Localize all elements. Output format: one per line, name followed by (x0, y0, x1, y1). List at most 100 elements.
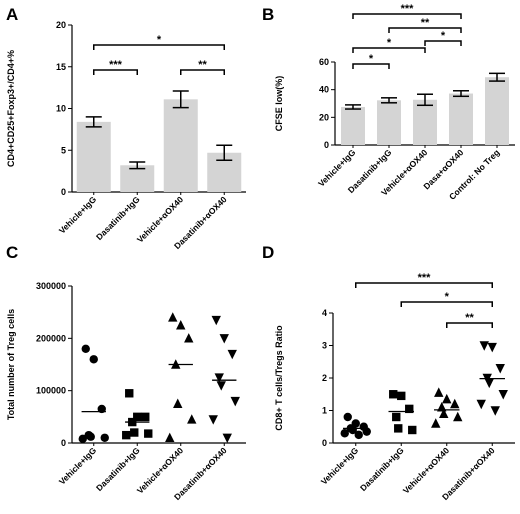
data-point (442, 393, 452, 404)
panel-label-d: D (262, 243, 274, 262)
data-point (81, 344, 90, 353)
bar (341, 106, 365, 145)
y-axis-label: Total number of Treg cells (6, 309, 16, 420)
data-point (211, 315, 221, 326)
significance-bracket-label: *** (401, 3, 415, 15)
significance-bracket-label: * (369, 53, 374, 65)
y-tick-label: 20 (319, 112, 329, 122)
significance-bracket (93, 44, 225, 50)
data-point (133, 412, 142, 422)
x-tick-label: Vehicle+IgG (57, 445, 99, 487)
significance-bracket-label: * (441, 30, 446, 42)
data-point (173, 398, 183, 408)
data-point (439, 408, 449, 418)
bar (449, 93, 473, 145)
significance-bracket-label: ** (198, 59, 207, 71)
x-tick-label: Vehicle+IgG (57, 194, 99, 236)
data-point (498, 390, 508, 400)
data-point (495, 364, 505, 374)
significance-bracket (352, 63, 390, 69)
y-tick-label: 100000 (36, 386, 66, 396)
y-tick-label: 60 (319, 57, 329, 67)
bar (76, 121, 111, 192)
data-point (100, 433, 109, 442)
data-point (208, 415, 218, 425)
significance-bracket-label: * (445, 291, 450, 303)
bar (163, 99, 198, 192)
data-point (125, 389, 134, 398)
y-tick-label: 200000 (36, 333, 66, 343)
y-tick-label: 4 (322, 308, 327, 318)
data-point (219, 334, 229, 344)
data-point (187, 414, 197, 424)
x-tick-label: Dasatinib+IgG (94, 445, 142, 493)
bar (485, 77, 509, 145)
data-point (394, 424, 403, 433)
significance-bracket (400, 301, 493, 307)
data-point (476, 399, 486, 410)
y-tick-label: 0 (322, 438, 327, 448)
y-tick-label: 3 (322, 341, 327, 351)
panel-label-b: B (262, 5, 274, 24)
panel-label-a: A (6, 5, 18, 24)
significance-bracket-label: *** (418, 272, 432, 284)
data-point (144, 429, 153, 438)
data-point (490, 406, 500, 416)
bar (413, 99, 437, 145)
significance-bracket (424, 40, 462, 46)
data-point (450, 398, 460, 409)
data-point (405, 404, 414, 414)
y-tick-label: 15 (56, 62, 66, 72)
data-point (168, 312, 178, 322)
significance-bracket-label: ** (465, 312, 474, 324)
data-point (392, 412, 401, 422)
data-point (437, 402, 447, 412)
significance-bracket (388, 27, 462, 33)
data-point (141, 412, 150, 422)
y-tick-label: 0 (61, 187, 66, 197)
y-axis-label: CFSE low(%) (274, 76, 284, 132)
data-point (227, 349, 237, 360)
data-point (122, 430, 131, 440)
data-point (479, 341, 489, 351)
data-point (222, 433, 232, 443)
y-axis-label: CD8+ T cells/Tregs Ratio (274, 325, 284, 431)
y-tick-label: 20 (56, 20, 66, 30)
y-tick-label: 300000 (36, 281, 66, 291)
x-tick-label: Vehicle+IgG (319, 445, 361, 487)
data-point (230, 396, 240, 407)
data-point (484, 378, 494, 389)
bar (120, 165, 155, 192)
panel-d: D CD8+ T cells/Tregs Ratio 0 1 2 3 4 Vehicle+Ig… (262, 243, 515, 502)
significance-bracket (446, 322, 493, 328)
y-tick-label: 2 (322, 373, 327, 383)
y-tick-label: 0 (324, 140, 329, 150)
y-tick-label: 40 (319, 85, 329, 95)
panel-label-c: C (6, 243, 18, 262)
y-tick-label: 0 (61, 438, 66, 448)
x-tick-label: Dasatinib+IgG (358, 445, 406, 493)
data-point (362, 427, 371, 436)
y-tick-label: 5 (61, 145, 66, 155)
significance-bracket-label: * (387, 37, 392, 49)
bar (377, 100, 401, 145)
y-axis-label: CD4+CD25+Foxp3+/CD4+% (6, 50, 16, 167)
data-point (340, 429, 349, 438)
data-point (184, 333, 194, 343)
data-point (397, 391, 406, 401)
y-tick-label: 10 (56, 104, 66, 114)
data-point (89, 355, 98, 364)
significance-bracket (355, 282, 493, 288)
data-point (214, 373, 224, 383)
significance-bracket (93, 69, 138, 75)
data-point (78, 434, 87, 444)
data-point (431, 418, 441, 428)
data-point (130, 428, 139, 437)
data-point (86, 432, 95, 441)
significance-bracket-label: * (157, 34, 162, 46)
data-point (453, 411, 463, 422)
significance-bracket-label: ** (421, 17, 430, 29)
x-tick-label: Vehicle+αOX40 (401, 445, 452, 496)
